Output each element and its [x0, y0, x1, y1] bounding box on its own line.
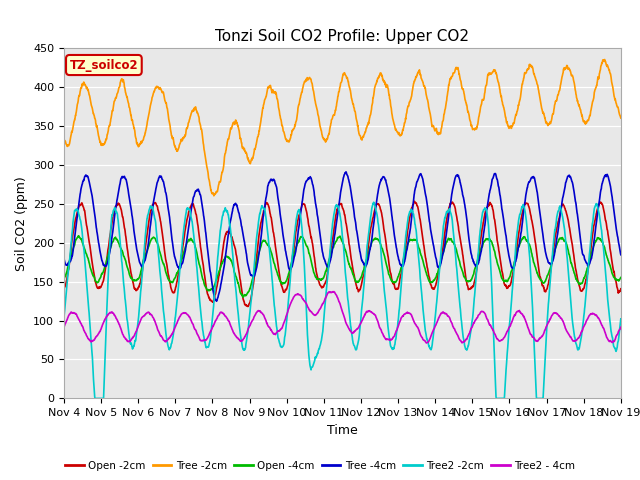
Tree -4cm — [331, 230, 339, 236]
Tree -4cm — [212, 298, 220, 304]
Tree2 -2cm — [60, 314, 68, 320]
Open -4cm — [617, 275, 625, 280]
Tree -2cm — [316, 124, 324, 130]
Tree2 - 4cm — [331, 290, 339, 296]
Open -2cm — [88, 261, 96, 267]
Text: TZ_soilco2: TZ_soilco2 — [70, 59, 138, 72]
Tree -4cm — [617, 252, 625, 258]
Line: Tree2 - 4cm: Tree2 - 4cm — [64, 292, 621, 343]
Tree -4cm — [601, 173, 609, 179]
Line: Tree -2cm: Tree -2cm — [64, 60, 621, 196]
Open -2cm — [499, 273, 507, 279]
Tree -2cm — [60, 137, 68, 143]
Line: Tree2 -2cm: Tree2 -2cm — [64, 202, 621, 398]
Open -4cm — [239, 294, 246, 300]
Title: Tonzi Soil CO2 Profile: Upper CO2: Tonzi Soil CO2 Profile: Upper CO2 — [216, 29, 469, 44]
Open -4cm — [602, 248, 609, 253]
Tree2 -2cm — [316, 342, 324, 348]
Tree -4cm — [602, 173, 609, 179]
Line: Open -2cm: Open -2cm — [64, 201, 621, 307]
Tree -4cm — [88, 195, 96, 201]
Tree2 -2cm — [331, 206, 339, 212]
Tree2 - 4cm — [316, 306, 324, 312]
Tree -4cm — [342, 169, 350, 175]
Tree2 -2cm — [602, 266, 609, 272]
Tree -4cm — [60, 256, 68, 262]
Tree2 - 4cm — [602, 330, 609, 336]
Tree2 -2cm — [499, 396, 507, 401]
Line: Open -4cm: Open -4cm — [64, 236, 621, 297]
Tree2 -2cm — [370, 199, 378, 205]
Legend: Open -2cm, Tree -2cm, Open -4cm, Tree -4cm, Tree2 -2cm, Tree2 - 4cm: Open -2cm, Tree -2cm, Open -4cm, Tree -4… — [61, 456, 579, 475]
Tree -2cm — [602, 59, 609, 65]
X-axis label: Time: Time — [327, 424, 358, 437]
Open -2cm — [331, 218, 339, 224]
Open -4cm — [601, 247, 609, 252]
Tree2 - 4cm — [422, 340, 430, 346]
Tree -2cm — [499, 102, 506, 108]
Tree2 -2cm — [91, 396, 99, 401]
Tree2 - 4cm — [88, 338, 96, 344]
Tree2 - 4cm — [601, 329, 609, 335]
Tree -4cm — [499, 213, 507, 218]
Line: Tree -4cm: Tree -4cm — [64, 172, 621, 301]
Tree -2cm — [601, 57, 609, 62]
Tree2 -2cm — [88, 355, 96, 360]
Open -2cm — [316, 282, 324, 288]
Open -2cm — [411, 198, 419, 204]
Open -4cm — [317, 277, 324, 283]
Open -4cm — [89, 271, 97, 277]
Open -2cm — [617, 286, 625, 292]
Tree2 - 4cm — [60, 324, 68, 330]
Y-axis label: Soil CO2 (ppm): Soil CO2 (ppm) — [15, 176, 28, 271]
Tree2 - 4cm — [617, 324, 625, 330]
Open -4cm — [332, 240, 339, 245]
Open -2cm — [601, 214, 609, 219]
Tree2 -2cm — [617, 316, 625, 322]
Tree -4cm — [316, 233, 324, 239]
Tree -2cm — [617, 115, 625, 121]
Open -4cm — [60, 276, 68, 282]
Tree2 - 4cm — [499, 336, 507, 342]
Open -4cm — [499, 277, 507, 283]
Tree -2cm — [331, 109, 339, 115]
Open -2cm — [60, 286, 68, 292]
Tree -2cm — [88, 106, 96, 112]
Tree -2cm — [601, 59, 609, 64]
Open -2cm — [244, 304, 252, 310]
Tree2 -2cm — [601, 263, 609, 269]
Open -2cm — [602, 215, 609, 221]
Open -4cm — [75, 233, 83, 239]
Tree -2cm — [210, 193, 218, 199]
Tree2 - 4cm — [330, 289, 338, 295]
